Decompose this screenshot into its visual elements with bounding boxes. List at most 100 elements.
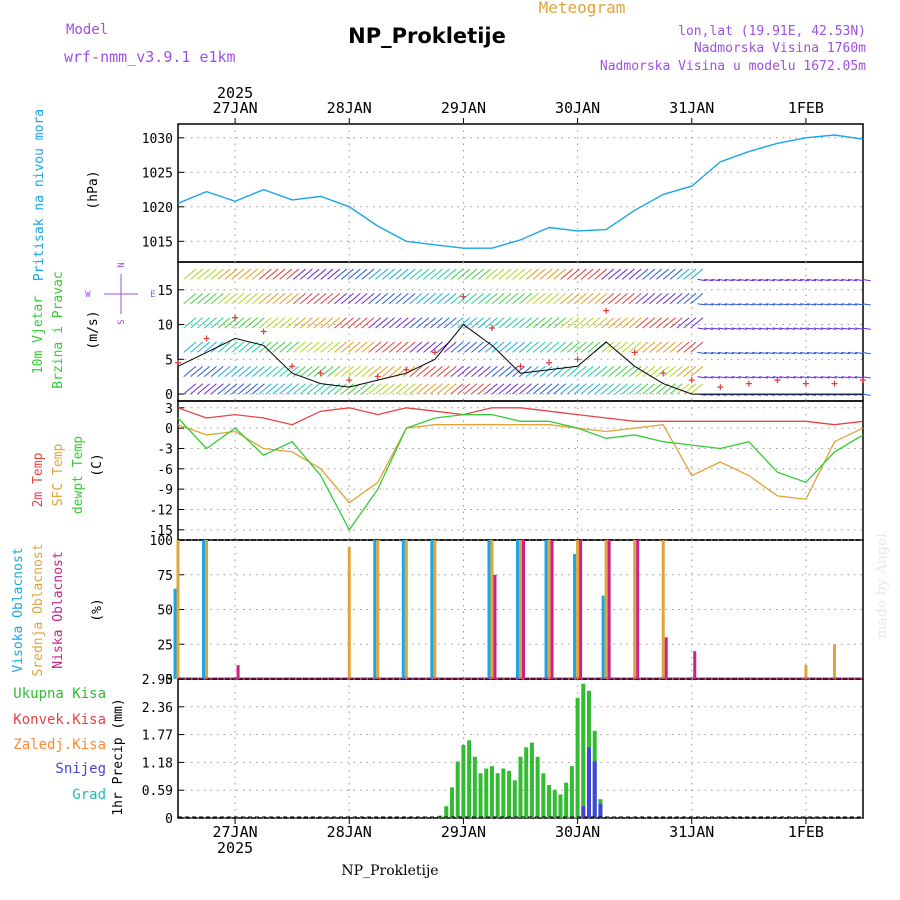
wind-arrow	[279, 268, 293, 280]
wind-gust-marker	[260, 328, 267, 335]
cloud-low-bar	[693, 651, 697, 679]
wind-arrow	[484, 365, 498, 378]
wind-arrow	[786, 351, 796, 355]
wind-arrow	[327, 293, 341, 305]
precip-legend: Ukupna Kisa Konvek.Kisa Zaledj.Kisa Snijeg G…	[13, 686, 106, 803]
cloud-low-bar	[522, 540, 525, 679]
wind-arrow	[320, 365, 334, 378]
wind-arrow	[683, 341, 697, 353]
cloud-mid-bar	[376, 540, 380, 679]
footer-station: NP_Prokletije	[341, 863, 438, 879]
wind-arrow	[477, 383, 491, 395]
cloud-mid-bar	[404, 540, 408, 679]
wind-arrow	[457, 268, 471, 280]
temp-label-2: SFC Temp	[51, 444, 66, 507]
wind-arrow	[436, 268, 450, 280]
wind-arrow	[848, 351, 858, 355]
wind-arrow	[608, 383, 621, 395]
wind-gust-marker	[317, 370, 324, 377]
wind-arrow	[662, 293, 676, 305]
wind-arrow	[806, 303, 817, 306]
wind-arrow	[320, 293, 334, 305]
wind-gust-marker	[203, 335, 210, 342]
precip-total-bar	[444, 806, 449, 818]
wind-gust-marker	[289, 363, 296, 370]
y-tick-label: 75	[157, 569, 173, 584]
wind-arrow	[313, 317, 327, 329]
wind-arrow	[484, 293, 498, 305]
wind-arrow	[190, 317, 204, 329]
cloud-label-2: Srednja Oblacnost	[31, 543, 46, 676]
wind-arrow	[512, 341, 526, 353]
x-tick-label: 29JAN	[441, 99, 486, 117]
wind-arrow	[601, 317, 615, 329]
wind-arrow	[525, 268, 539, 280]
wind-arrow	[306, 365, 320, 378]
wind-arrow	[525, 383, 539, 395]
wind-arrow	[519, 317, 532, 329]
wind-arrow	[752, 327, 762, 330]
precip-snow-bar	[581, 806, 586, 818]
wind-arrow	[368, 293, 382, 305]
wind-arrow	[628, 383, 642, 395]
sfc-temp-line	[177, 424, 864, 504]
wind-arrow	[327, 317, 341, 329]
wind-arrow	[848, 327, 858, 330]
wind-arrow	[224, 268, 238, 280]
wind-arrow	[519, 365, 532, 378]
wind-arrow	[334, 317, 347, 329]
wind-gust-marker	[688, 377, 695, 384]
wind-arrow	[854, 351, 864, 355]
wind-gust-marker	[232, 314, 239, 321]
wind-arrow	[292, 341, 306, 353]
cloud-mid-bar	[576, 540, 580, 679]
wind-arrow	[306, 293, 320, 305]
wind-arrow	[368, 383, 382, 395]
wind-arrow	[505, 365, 519, 378]
wind-arrow	[854, 278, 864, 282]
wind-arrow	[224, 341, 238, 353]
elevation-text: Nadmorska Visina 1760m	[694, 41, 866, 56]
wind-arrow	[402, 293, 416, 305]
wind-arrow	[731, 278, 741, 282]
wind-arrow	[614, 341, 628, 353]
wind-arrow	[861, 351, 871, 355]
wind-arrow	[800, 376, 810, 379]
wind-arrow	[320, 317, 334, 329]
wind-arrow	[231, 383, 245, 395]
wind-arrow	[724, 376, 734, 379]
wind-arrow	[724, 303, 734, 306]
wind-arrow	[443, 341, 457, 353]
wind-arrow	[457, 341, 471, 353]
wind-gust-marker	[860, 377, 866, 384]
wind-arrow	[669, 341, 683, 353]
wind-arrow	[368, 317, 382, 329]
precip-total-bar	[501, 768, 506, 818]
wind-arrow	[738, 376, 748, 379]
wind-arrow	[683, 268, 697, 280]
wind-arrow	[752, 303, 762, 306]
wind-arrow	[183, 341, 197, 353]
wind-arrow	[724, 278, 734, 282]
wind-arrow	[717, 303, 727, 306]
cloud-high-bar	[401, 540, 405, 679]
wind-arrow	[375, 293, 389, 305]
wind-arrow	[759, 303, 769, 306]
wind-arrow	[539, 383, 553, 395]
wind-arrow	[375, 341, 389, 353]
y-tick-label: 15	[157, 284, 173, 299]
wind-arrow	[580, 383, 594, 395]
wind-arrow	[402, 341, 416, 353]
wind-arrow	[443, 317, 457, 329]
wind-arrow	[320, 268, 334, 280]
wind-arrow	[286, 317, 300, 329]
wind-arrow	[498, 383, 512, 395]
wind-gust-marker	[403, 366, 410, 373]
wind-arrow	[759, 278, 769, 282]
wind-arrow	[395, 317, 409, 329]
wind-arrow	[635, 341, 649, 353]
wind-arrow	[608, 317, 621, 329]
wind-arrow	[738, 303, 748, 306]
wind-arrow	[197, 317, 210, 329]
wind-arrow	[334, 341, 347, 353]
